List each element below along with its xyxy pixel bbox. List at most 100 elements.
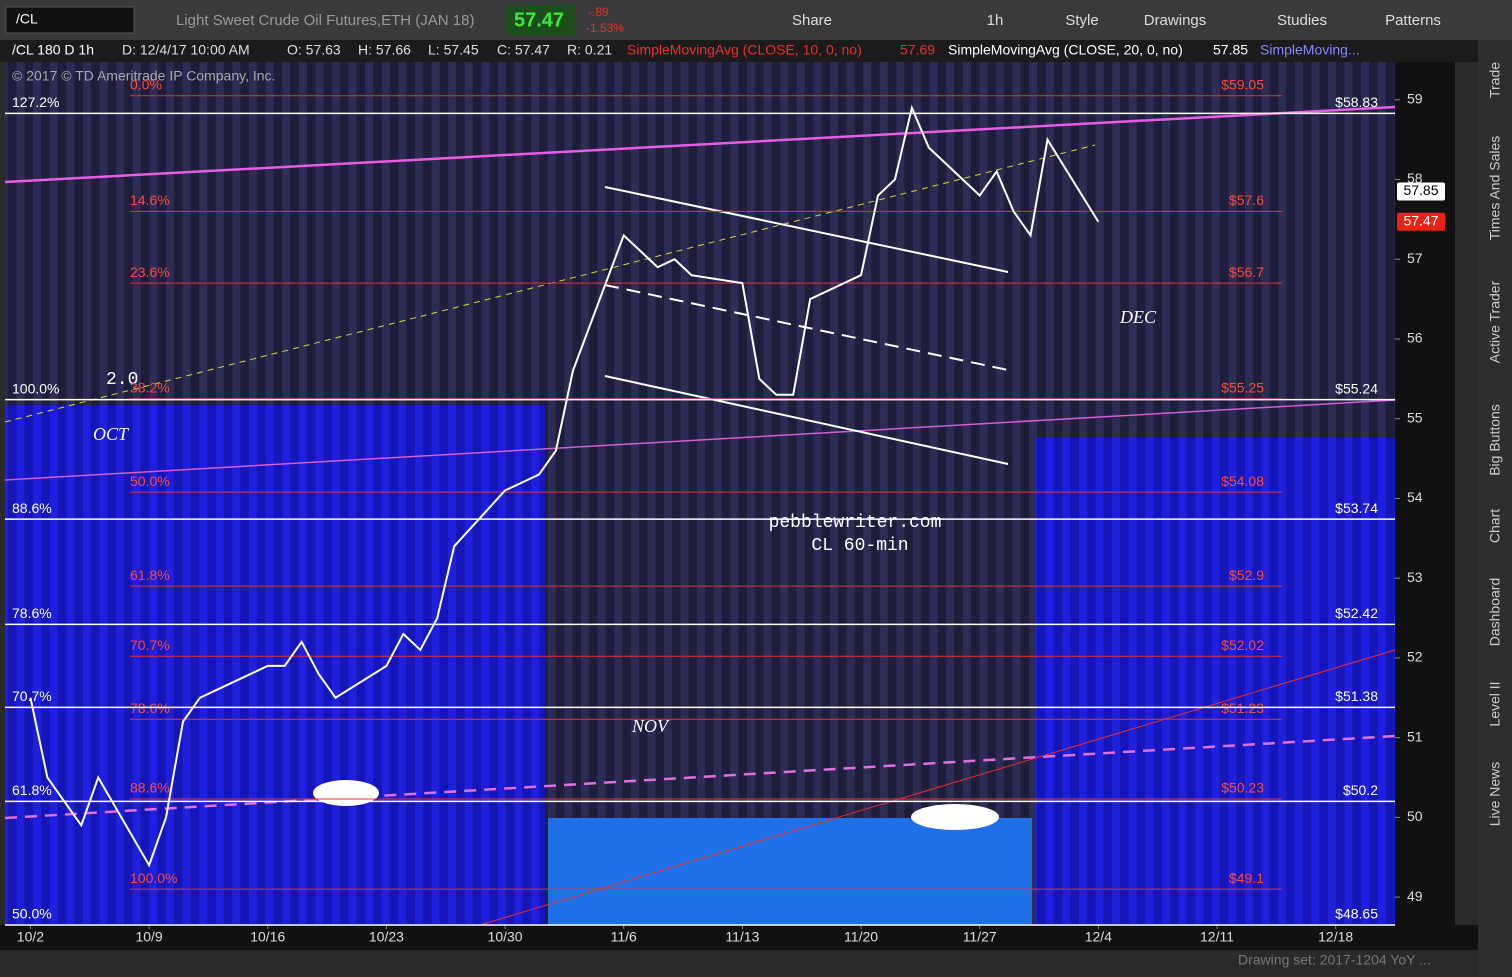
fib-value: $54.08: [1221, 473, 1264, 489]
side-tab[interactable]: Level II: [1487, 681, 1503, 726]
fib-value: $56.7: [1229, 264, 1264, 280]
fib-value: $52.42: [1335, 605, 1378, 621]
price-line: [29, 104, 1100, 868]
fib-label: 50.0%: [130, 473, 170, 489]
x-tick-label: 10/30: [488, 929, 523, 945]
header-item: R: 0.21: [567, 42, 612, 58]
study-value: 57.69: [900, 42, 935, 58]
annotation: 2.0: [106, 370, 138, 390]
x-tick-label: 11/6: [611, 929, 637, 945]
side-tab[interactable]: Chart: [1487, 509, 1503, 543]
price-bubble-label: 57.85: [1403, 182, 1438, 198]
y-tick-label: 54: [1407, 489, 1423, 505]
channel: [604, 375, 1009, 465]
side-tab[interactable]: Big Buttons: [1487, 404, 1503, 476]
x-tick-label: 10/2: [17, 929, 44, 945]
trendline: [4, 399, 1396, 481]
price-bubble: [1397, 182, 1445, 201]
header-item: H: 57.66: [358, 42, 411, 58]
annotation: OCT: [93, 424, 130, 444]
y-tick-label: 59: [1407, 91, 1423, 107]
toolbar-button[interactable]: Drawings: [1144, 12, 1207, 29]
fib-label: 127.2%: [12, 94, 59, 110]
side-panel: [1478, 40, 1512, 977]
header-item: L: 57.45: [428, 42, 479, 58]
study-name: SimpleMovingAvg (CLOSE, 20, 0, no): [948, 42, 1183, 58]
x-tick-label: 10/9: [135, 929, 162, 945]
fib-value: $52.02: [1221, 637, 1264, 653]
study-value: 57.85: [1213, 42, 1248, 58]
header-bar: [0, 40, 1478, 62]
side-tab[interactable]: Trade: [1487, 62, 1503, 98]
description: Light Sweet Crude Oil Futures,ETH (JAN 1…: [176, 12, 474, 29]
fib-value: $50.2: [1343, 782, 1378, 798]
annotation: DEC: [1119, 307, 1157, 327]
trendline: [4, 105, 1396, 184]
price-bubble-label: 57.47: [1403, 212, 1438, 228]
symbol[interactable]: /CL: [16, 11, 38, 27]
fib-value: $51.38: [1335, 688, 1378, 704]
y-tick-label: 52: [1407, 649, 1423, 665]
fib-value: $57.6: [1229, 192, 1264, 208]
study-name: SimpleMoving...: [1260, 42, 1360, 58]
x-tick-label: 12/18: [1318, 929, 1353, 945]
side-tab[interactable]: Dashboard: [1487, 578, 1503, 647]
y-tick-label: 49: [1407, 888, 1423, 904]
last-box: [505, 5, 575, 35]
fib-label: 50.0%: [12, 906, 52, 922]
y-tick-label: 50: [1407, 808, 1423, 824]
y-tick-label: 58: [1407, 170, 1423, 186]
fib-value: $59.05: [1221, 77, 1264, 93]
channel: [604, 186, 1009, 273]
nov-box: [548, 818, 1032, 925]
last-price: 57.47: [514, 9, 564, 31]
side-tab[interactable]: Live News: [1487, 762, 1503, 827]
header-item: D: 12/4/17 10:00 AM: [122, 42, 250, 58]
fib-label: 88.6%: [130, 780, 170, 796]
toolbar-button[interactable]: 1h: [987, 12, 1004, 29]
x-axis-bg: [0, 925, 1478, 950]
x-tick-label: 11/13: [725, 929, 759, 945]
y-tick-label: 51: [1407, 728, 1423, 744]
fib-label: 78.6%: [12, 605, 52, 621]
fib-value: $55.24: [1335, 380, 1378, 396]
side-tab[interactable]: Times And Sales: [1487, 136, 1503, 241]
footer: Drawing set: 2017-1204 YoY ...: [1238, 952, 1431, 968]
price-bubble: [1397, 212, 1445, 231]
trendline: [4, 734, 1396, 820]
toolbar: [0, 0, 1512, 40]
toolbar-button[interactable]: Share: [792, 12, 832, 29]
x-tick-label: 11/20: [844, 929, 878, 945]
fib-label: 38.2%: [130, 379, 170, 395]
side-tab[interactable]: Active Trader: [1487, 280, 1503, 363]
annotation: CL 60-min: [811, 536, 908, 556]
highlight: [911, 804, 999, 830]
toolbar-button[interactable]: Patterns: [1385, 12, 1441, 29]
fib-value: $55.25: [1221, 379, 1264, 395]
fib-label: 100.0%: [12, 380, 59, 396]
scrollbar: [0, 950, 1478, 977]
y-axis-bg: [1395, 62, 1455, 925]
x-tick-label: 10/16: [250, 929, 285, 945]
y-tick-label: 53: [1407, 569, 1423, 585]
symbol-box[interactable]: [5, 6, 135, 34]
header-item: /CL 180 D 1h: [12, 42, 94, 58]
fib-label: 88.6%: [12, 500, 52, 516]
header-item: C: 57.47: [497, 42, 550, 58]
y-tick-label: 57: [1407, 250, 1423, 266]
fib-label: 61.8%: [12, 782, 52, 798]
fib-label: 70.7%: [12, 688, 52, 704]
x-tick-label: 12/11: [1200, 929, 1234, 945]
fib-value: $52.9: [1229, 567, 1264, 583]
study-name: SimpleMovingAvg (CLOSE, 10, 0, no): [627, 42, 862, 58]
annotation: NOV: [631, 716, 670, 736]
fib-value: $48.65: [1335, 906, 1378, 922]
x-tick-label: 12/4: [1085, 929, 1112, 945]
toolbar-button[interactable]: Studies: [1277, 12, 1327, 29]
channel: [604, 284, 1009, 371]
toolbar-button[interactable]: Style: [1065, 12, 1098, 29]
fib-label: 100.0%: [130, 870, 177, 886]
fib-value: $49.1: [1229, 870, 1264, 886]
change: -.89: [588, 5, 609, 19]
